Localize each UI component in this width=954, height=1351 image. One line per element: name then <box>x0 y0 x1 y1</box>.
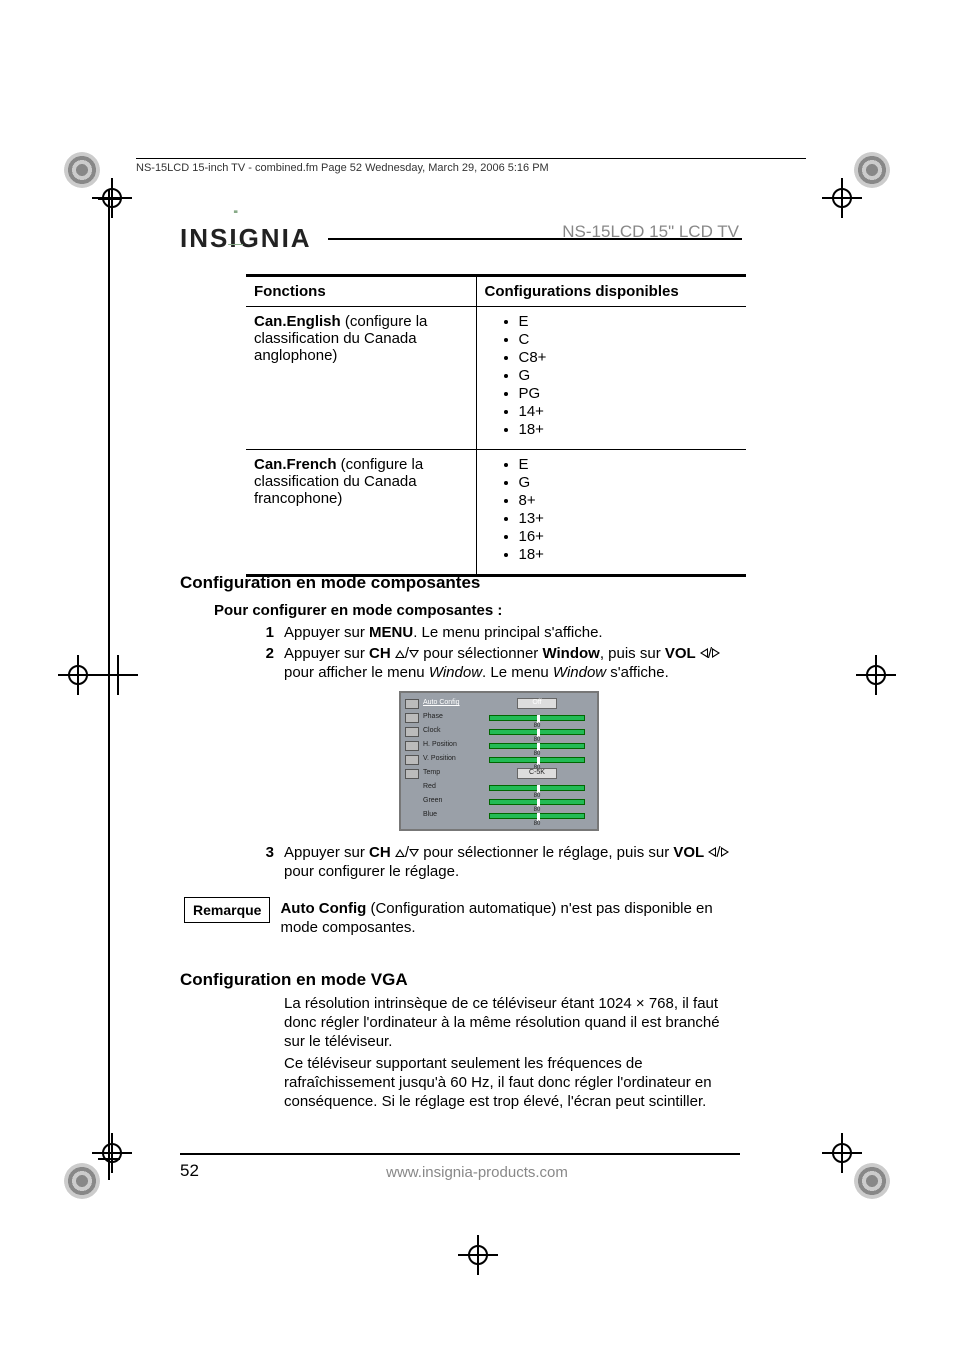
option-item: G <box>519 367 739 385</box>
osd-icon <box>405 755 419 765</box>
vga-body: La résolution intrinsèque de ce télévise… <box>284 994 744 1111</box>
model-label: NS-15LCD 15" LCD TV <box>562 222 739 242</box>
step-3: 3Appuyer sur CH / pour sélectionner le r… <box>284 843 744 881</box>
up-arrow-icon <box>395 849 405 857</box>
step-number: 1 <box>254 623 274 642</box>
down-arrow-icon <box>409 650 419 658</box>
down-arrow-icon <box>409 849 419 857</box>
step-number: 2 <box>254 644 274 663</box>
table-row: Can.English (configure la classification… <box>246 307 746 450</box>
crosshair-top-right <box>822 178 862 218</box>
table-cell-options: E C C8+ G PG 14+ 18+ <box>476 307 746 450</box>
step-1: 1Appuyer sur MENU. Le menu principal s'a… <box>284 623 744 642</box>
osd-row: Auto ConfigOff <box>405 697 593 711</box>
trim-tick <box>98 1158 120 1160</box>
header-rule <box>136 158 806 159</box>
composantes-block: Pour configurer en mode composantes : 1A… <box>214 602 744 938</box>
section-title-composantes: Configuration en mode composantes <box>180 573 480 593</box>
osd-icon <box>405 727 419 737</box>
table-cell-options: E G 8+ 13+ 16+ 18+ <box>476 450 746 576</box>
up-arrow-icon <box>395 650 405 658</box>
vga-paragraph-2: Ce téléviseur supportant seulement les f… <box>284 1054 744 1112</box>
func-name: Can.English <box>254 313 341 330</box>
right-arrow-icon <box>712 648 720 658</box>
option-item: 14+ <box>519 403 739 421</box>
step-2: 2Appuyer sur CH / pour sélectionner Wind… <box>284 644 744 682</box>
osd-icon <box>405 699 419 709</box>
step-number: 3 <box>254 843 274 862</box>
crosshair-mid-right <box>856 655 896 695</box>
footer-rule <box>180 1153 740 1155</box>
left-arrow-icon <box>700 648 708 658</box>
crosshair-mid-left <box>58 655 98 695</box>
osd-row: TempC-5K <box>405 767 593 781</box>
left-arrow-icon <box>708 847 716 857</box>
running-head: NS-15LCD 15-inch TV - combined.fm Page 5… <box>136 162 549 174</box>
table-cell-function: Can.English (configure la classification… <box>246 307 476 450</box>
option-item: 16+ <box>519 528 739 546</box>
note-label: Remarque <box>184 897 270 923</box>
option-item: 18+ <box>519 546 739 564</box>
osd-icon <box>405 741 419 751</box>
brand-logo: INSIGNIA <box>180 223 312 254</box>
trim-tick <box>98 674 120 676</box>
osd-row: Phase80 <box>405 711 593 725</box>
note-text: Auto Config (Configuration automatique) … <box>270 897 744 938</box>
crosshair-bottom-center <box>458 1235 498 1275</box>
option-item: C8+ <box>519 349 739 367</box>
trim-line-left <box>108 190 110 1180</box>
right-arrow-icon <box>721 847 729 857</box>
osd-icon <box>405 713 419 723</box>
option-item: 18+ <box>519 421 739 439</box>
section-subtitle: Pour configurer en mode composantes : <box>214 602 744 619</box>
option-item: 8+ <box>519 492 739 510</box>
option-item: PG <box>519 385 739 403</box>
option-item: E <box>519 313 739 331</box>
trim-tick <box>98 198 120 200</box>
option-item: E <box>519 456 739 474</box>
functions-table: Fonctions Configurations disponibles Can… <box>246 274 746 577</box>
option-item: G <box>519 474 739 492</box>
osd-menu-figure: Auto ConfigOff Phase80 Clock80 H. Positi… <box>399 691 599 831</box>
table-row: Can.French (configure la classification … <box>246 450 746 576</box>
note-box: Remarque Auto Config (Configuration auto… <box>184 897 744 938</box>
option-item: C <box>519 331 739 349</box>
footer-url: www.insignia-products.com <box>0 1164 954 1181</box>
osd-icon <box>405 769 419 779</box>
osd-row: Red80 <box>405 781 593 795</box>
table-header-fonctions: Fonctions <box>246 276 476 307</box>
section-title-vga: Configuration en mode VGA <box>180 970 408 990</box>
func-name: Can.French <box>254 456 337 473</box>
page-content: Fonctions Configurations disponibles Can… <box>246 274 746 577</box>
vga-paragraph-1: La résolution intrinsèque de ce télévise… <box>284 994 744 1052</box>
option-item: 13+ <box>519 510 739 528</box>
table-cell-function: Can.French (configure la classification … <box>246 450 476 576</box>
table-header-configs: Configurations disponibles <box>476 276 746 307</box>
